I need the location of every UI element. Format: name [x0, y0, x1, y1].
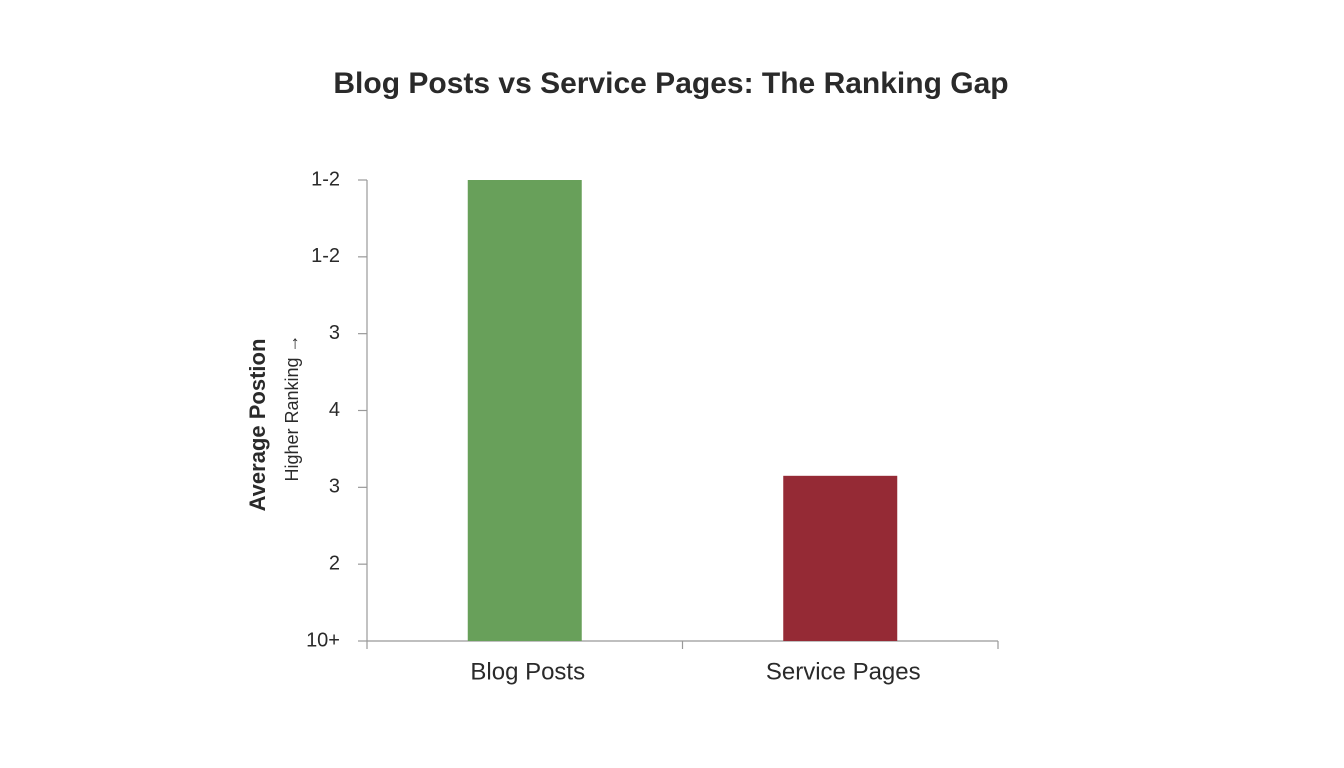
- chart-title: Blog Posts vs Service Pages: The Ranking…: [333, 67, 1008, 100]
- x-tick-label: Service Pages: [766, 658, 921, 685]
- y-tick-label: 2: [329, 552, 340, 574]
- y-tick-label: 3: [329, 476, 340, 498]
- y-tick-label: 4: [329, 399, 340, 421]
- y-tick-label: 1-2: [311, 168, 340, 190]
- bar: [467, 180, 582, 641]
- y-axis-sublabel: Higher Ranking →: [282, 334, 302, 481]
- y-axis-label: Average Postion: [245, 339, 270, 512]
- y-tick-label: 3: [329, 322, 340, 344]
- bar: [783, 475, 898, 641]
- y-tick-label: 1-2: [311, 245, 340, 267]
- x-tick-label: Blog Posts: [470, 658, 585, 685]
- y-tick-label: 10+: [306, 629, 340, 651]
